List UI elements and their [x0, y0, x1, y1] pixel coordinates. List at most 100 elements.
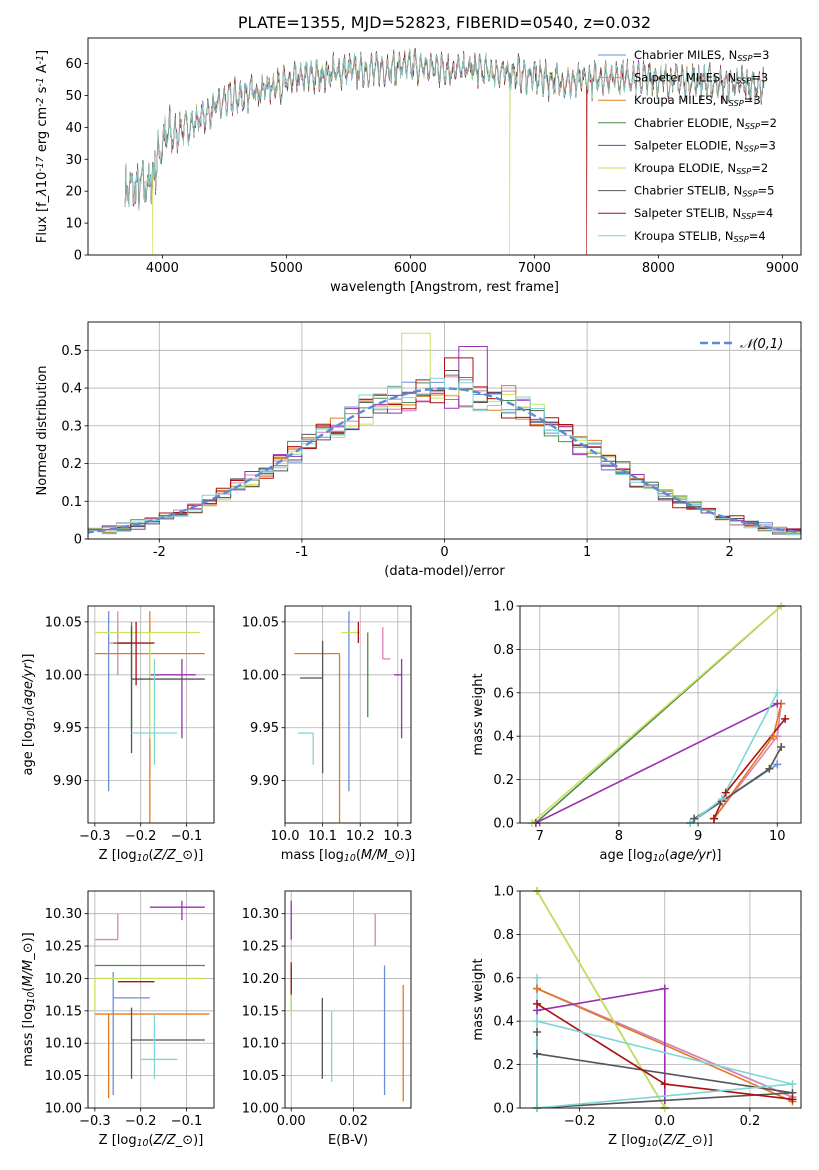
- x-tick-label: 0: [440, 545, 448, 560]
- x-axis-label: wavelength [Angstrom, rest frame]: [330, 280, 559, 295]
- x-tick-label: −0.2: [125, 1114, 157, 1129]
- plot-area: [290, 900, 404, 1102]
- y-tick-label: 0.2: [493, 773, 514, 788]
- legend-label: 𝒩(0,1): [740, 337, 783, 352]
- x-tick-label: 0.0: [654, 1114, 675, 1129]
- y-tick-label: 30: [65, 153, 82, 168]
- y-tick-label: 10.30: [45, 907, 82, 922]
- x-tick-label: 9000: [766, 261, 799, 276]
- weight-marker-salp_stelib: [660, 1080, 669, 1089]
- x-axis-label: age [log10(age/yr)]: [599, 848, 721, 864]
- axes-frame: [87, 321, 802, 540]
- y-axis-label: mass weight: [471, 673, 486, 755]
- axes-frame: [87, 605, 215, 824]
- plot-area: [94, 611, 205, 823]
- weight-marker-krou_stelib: [773, 688, 782, 697]
- y-tick-label: 10.25: [45, 940, 82, 955]
- axes-frame: [284, 605, 412, 824]
- chart-title: PLATE=1355, MJD=52823, FIBERID=0540, z=0…: [238, 13, 651, 32]
- x-tick-label: 0.00: [277, 1114, 306, 1129]
- y-tick-label: 20: [65, 185, 82, 200]
- weight-line-krou_elodie: [536, 891, 666, 1108]
- legend-label: Salpeter ELODIE, NSSP=3: [634, 138, 776, 153]
- panel-mass_vs_ebv: 0.00 0.02 10.00 10.05 10.10 10.15 10.20 10.25 10…: [242, 890, 412, 1148]
- x-axis-label: (data-model)/error: [384, 564, 505, 579]
- weight-marker-krou_miles: [533, 984, 542, 993]
- x-tick-label: 10.0: [271, 829, 300, 844]
- x-tick-label: 9: [694, 829, 702, 844]
- x-axis-label: Z [log10(Z/Z_⊙)]: [99, 1133, 204, 1149]
- weight-line-krou_stelib: [536, 977, 793, 1108]
- x-axis-label: mass [log10(M/M_⊙)]: [281, 848, 416, 864]
- weight-marker-krou_stelib: [533, 1017, 542, 1026]
- weight-marker-salp_stelib: [721, 788, 730, 797]
- weight-line-chab_stelib: [693, 746, 782, 820]
- legend-label: Kroupa STELIB, NSSP=4: [634, 229, 766, 244]
- weight-marker-chab_stelib: [777, 743, 786, 752]
- weight-line-krou_elodie: [531, 606, 782, 823]
- y-tick-label: 50: [65, 89, 82, 104]
- y-tick-label: 1.0: [493, 885, 514, 900]
- x-tick-label: 0.2: [740, 1114, 761, 1129]
- x-tick-label: −0.2: [125, 829, 157, 844]
- y-tick-label: 10: [65, 217, 82, 232]
- weight-line-krou_stelib: [689, 692, 779, 823]
- axes-frame: [519, 605, 802, 824]
- axes-frame: [519, 890, 802, 1109]
- y-tick-label: 0.2: [493, 1058, 514, 1073]
- x-tick-label: 1: [583, 545, 591, 560]
- weight-marker-chab_stelib: [533, 1049, 542, 1058]
- plot-area: [88, 332, 801, 538]
- y-tick-label: 0.4: [493, 1015, 514, 1030]
- y-tick-label: 9.95: [250, 721, 279, 736]
- x-tick-label: 2: [726, 545, 734, 560]
- x-axis-label: E(B-V): [328, 1133, 368, 1148]
- legend-label: Salpeter MILES, NSSP=3: [634, 71, 768, 86]
- weight-line-salp_elodie: [535, 702, 778, 823]
- y-axis-label: Normed distribution: [35, 366, 50, 496]
- y-tick-label: 10.30: [242, 907, 279, 922]
- panel-weight_vs_age: 7 8 9 10 0.0 0.2 0.4 0.6 0.8 1.0 age [log10(age/yr…: [471, 600, 802, 864]
- x-tick-label: −0.3: [79, 829, 111, 844]
- y-tick-label: 10.15: [242, 1004, 279, 1019]
- weight-marker-chab_stelib: [690, 814, 699, 823]
- weight-marker-salp_stelib: [788, 1095, 797, 1104]
- panel-age_vs_z: −0.3 −0.2 −0.1 9.90 9.95 10.00 10.05 Z [log10(Z…: [21, 605, 215, 864]
- legend-label: Chabrier MILES, NSSP=3: [634, 48, 769, 63]
- y-tick-label: 10.20: [45, 972, 82, 987]
- weight-marker-chab_miles: [773, 760, 782, 769]
- y-axis-label: mass weight: [471, 958, 486, 1040]
- y-tick-label: 10.10: [45, 1037, 82, 1052]
- weight-marker-salp_stelib: [533, 999, 542, 1008]
- y-tick-label: 0.3: [61, 419, 82, 434]
- y-tick-label: 10.10: [242, 1037, 279, 1052]
- weight-marker-krou_miles: [769, 732, 778, 741]
- plot-area: [531, 606, 786, 823]
- y-tick-label: 10.05: [242, 1069, 279, 1084]
- weight-marker-krou_stelib: [717, 795, 726, 804]
- weight-marker-salp_elodie: [773, 699, 782, 708]
- legend-label: Kroupa ELODIE, NSSP=2: [634, 161, 768, 176]
- x-tick-label: −0.1: [171, 1114, 203, 1129]
- y-axis-label: Flux [f_λ10-17 erg cm-2 s-1 A-1]: [35, 50, 50, 243]
- y-tick-label: 0.4: [61, 382, 82, 397]
- plot-area: [124, 47, 765, 255]
- y-tick-label: 10.20: [242, 972, 279, 987]
- panel-residuals: -2 -1 0 1 2 0 0.1 0.2 0.3 0.4 0.5 (data-model)/erro…: [35, 321, 802, 579]
- axes-frame: [87, 37, 802, 256]
- x-axis-label: Z [log10(Z/Z_⊙)]: [99, 848, 204, 864]
- y-tick-label: 9.90: [53, 774, 82, 789]
- y-tick-label: 0.2: [61, 457, 82, 472]
- y-tick-label: 0.8: [493, 643, 514, 658]
- y-tick-label: 0.4: [493, 730, 514, 745]
- y-tick-label: 60: [65, 57, 82, 72]
- x-tick-label: 7: [536, 829, 544, 844]
- y-tick-label: 9.95: [53, 721, 82, 736]
- weight-marker-salp_elodie: [660, 984, 669, 993]
- y-tick-label: 0: [74, 533, 82, 548]
- y-tick-label: 0.8: [493, 928, 514, 943]
- x-tick-label: 4000: [146, 261, 179, 276]
- y-tick-label: 0: [74, 249, 82, 264]
- y-tick-label: 0.1: [61, 495, 82, 510]
